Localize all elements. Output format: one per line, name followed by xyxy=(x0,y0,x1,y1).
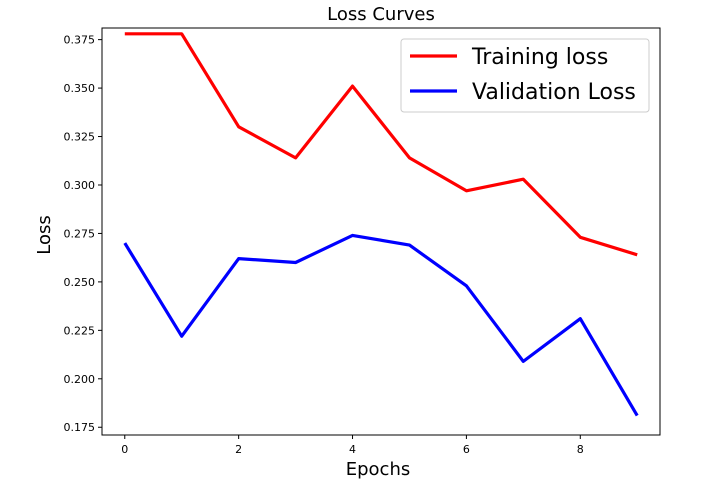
x-tick-label: 6 xyxy=(463,443,470,456)
chart-title: Loss Curves xyxy=(327,4,435,25)
x-axis-title: Epochs xyxy=(346,459,411,480)
x-tick-label: 8 xyxy=(577,443,584,456)
legend: Training loss Validation Loss xyxy=(400,38,650,113)
plot-area: 0 2 4 6 8 0.175 0.200 0.225 0.250 0.275 0.300 0.325… xyxy=(64,27,661,456)
plot-frame xyxy=(101,27,661,436)
y-tick-label: 0.225 xyxy=(64,324,96,337)
y-tick-label: 0.375 xyxy=(64,34,96,47)
y-tick-label: 0.175 xyxy=(64,421,96,434)
x-tick-label: 2 xyxy=(235,443,242,456)
y-tick-label: 0.300 xyxy=(64,179,96,192)
x-tick-label: 0 xyxy=(121,443,128,456)
legend-label: Training loss xyxy=(471,45,608,70)
y-tick-label: 0.325 xyxy=(64,131,96,144)
y-tick-label: 0.275 xyxy=(64,227,96,240)
series-line-training xyxy=(124,32,638,257)
y-tick-label: 0.350 xyxy=(64,82,96,95)
legend-label: Validation Loss xyxy=(472,80,636,105)
y-tick-label: 0.250 xyxy=(64,276,96,289)
y-tick-label: 0.200 xyxy=(64,373,96,386)
x-tick-label: 4 xyxy=(349,443,356,456)
legend-box xyxy=(400,38,650,113)
series-line-validation xyxy=(123,233,639,417)
y-axis-title: Loss xyxy=(34,215,55,254)
